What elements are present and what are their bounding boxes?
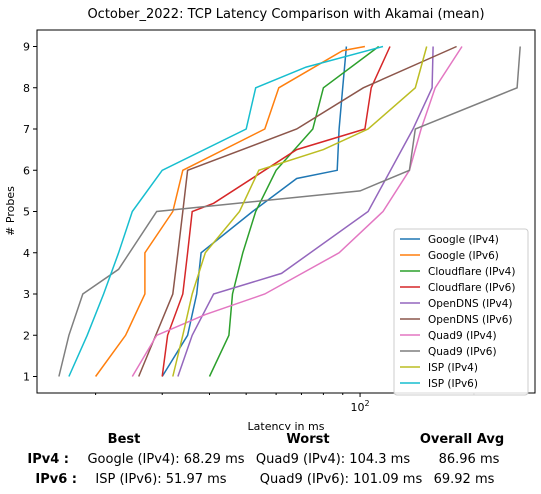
best-header: Best <box>107 432 141 447</box>
worst-header: Worst <box>286 432 330 447</box>
y-tick-label-8: 8 <box>23 82 30 95</box>
ipv4-best: Google (IPv4): 68.29 ms <box>87 452 245 467</box>
legend: Google (IPv4) Google (IPv6) Cloudflare (IP… <box>393 228 529 396</box>
ipv6-worst: Quad9 (IPv6): 101.09 ms <box>259 472 423 487</box>
legend-label-8: ISP (IPv4) <box>428 362 478 374</box>
avg-header: Overall Avg <box>419 432 505 447</box>
series-lines <box>58 45 521 377</box>
ipv4-worst: Quad9 (IPv4): 104.3 ms <box>255 452 411 467</box>
legend-label-7: Quad9 (IPv6) <box>428 346 497 358</box>
y-tick-label-6: 6 <box>23 164 30 177</box>
series-line-0 <box>161 46 348 377</box>
x-tick-label-100: 102 <box>351 399 370 414</box>
series-line-7 <box>58 46 521 377</box>
series-line-5 <box>138 45 457 377</box>
legend-label-3: Cloudflare (IPv6) <box>428 282 515 294</box>
y-tick-label-9: 9 <box>23 41 30 54</box>
y-tick-label-3: 3 <box>23 288 30 301</box>
chart-title: October_2022: TCP Latency Comparison wit… <box>87 7 484 22</box>
latency-chart: October_2022: TCP Latency Comparison wit… <box>4 7 536 430</box>
legend-label-2: Cloudflare (IPv4) <box>428 266 515 278</box>
ipv6-avg: 69.92 ms <box>433 472 495 487</box>
legend-label-1: Google (IPv6) <box>428 250 499 262</box>
legend-label-6: Quad9 (IPv4) <box>428 330 497 342</box>
legend-label-5: OpenDNS (IPv6) <box>428 314 513 326</box>
ipv4-avg: 86.96 ms <box>438 452 500 467</box>
ipv4-row-label: IPv4 : <box>27 452 69 467</box>
y-tick-label-7: 7 <box>23 123 30 136</box>
ipv6-best: ISP (IPv6): 51.97 ms <box>95 472 227 487</box>
x-axis-ticks: 102 <box>95 393 475 414</box>
series-line-8 <box>172 46 428 377</box>
legend-label-4: OpenDNS (IPv4) <box>428 298 513 310</box>
series-line-4 <box>177 46 434 377</box>
y-axis-label: # Probes <box>4 186 17 236</box>
y-tick-label-2: 2 <box>23 329 30 342</box>
legend-label-0: Google (IPv4) <box>428 234 499 246</box>
y-tick-label-1: 1 <box>23 371 30 384</box>
ipv6-row-label: IPv6 : <box>35 472 77 487</box>
series-line-6 <box>131 46 463 377</box>
series-line-2 <box>208 45 380 377</box>
y-axis-ticks: 1 2 3 4 5 6 7 8 9 <box>23 41 37 384</box>
legend-box <box>393 228 529 396</box>
series-line-9 <box>68 45 384 377</box>
series-line-1 <box>94 45 366 377</box>
summary-table: Best Worst Overall Avg IPv4 : Google (IP… <box>0 430 541 494</box>
legend-label-9: ISP (IPv6) <box>428 378 478 390</box>
x-axis-label: Latency in ms <box>248 420 325 430</box>
y-tick-label-5: 5 <box>23 206 30 219</box>
y-tick-label-4: 4 <box>23 247 30 260</box>
